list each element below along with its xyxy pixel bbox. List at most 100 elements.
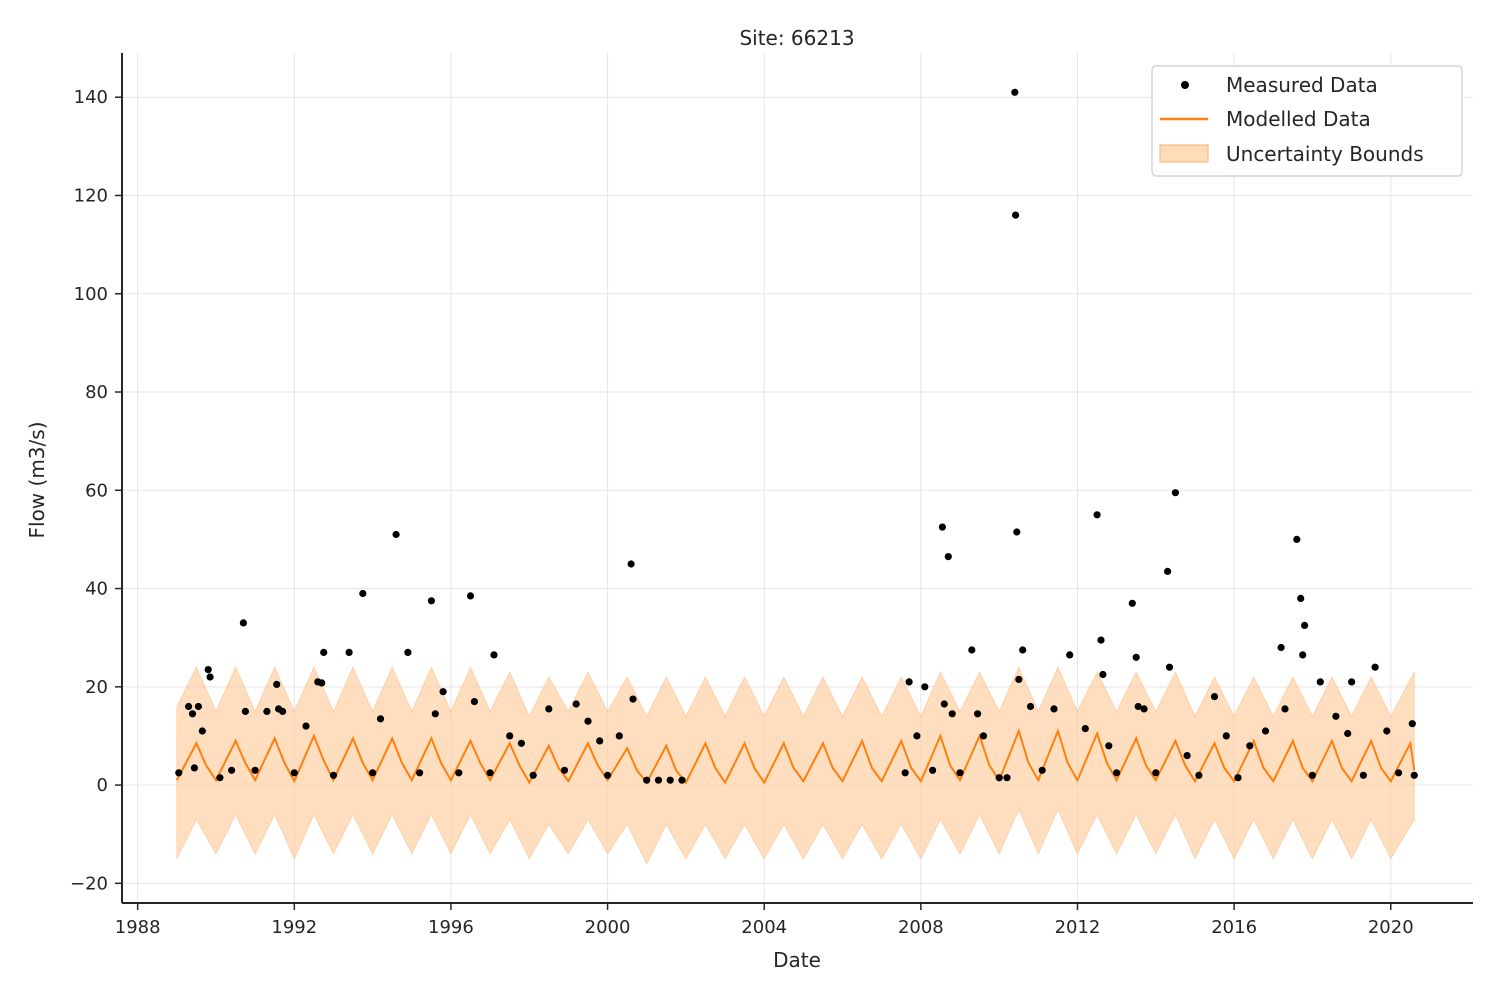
measured-point: [940, 700, 948, 708]
measured-point: [369, 769, 377, 777]
measured-point: [948, 710, 956, 718]
legend-label-uncertainty: Uncertainty Bounds: [1226, 142, 1424, 166]
measured-point: [194, 702, 202, 711]
measured-point: [1410, 771, 1418, 779]
measured-point: [190, 764, 198, 772]
measured-point: [974, 710, 982, 718]
measured-point: [318, 679, 326, 687]
x-tick-label: 2008: [898, 917, 944, 938]
measured-point: [979, 732, 988, 740]
measured-point: [427, 597, 435, 605]
measured-point: [944, 553, 952, 561]
measured-point: [560, 766, 569, 774]
measured-point: [1301, 621, 1309, 630]
measured-point: [439, 688, 447, 696]
chart-title: Site: 66213: [739, 26, 854, 50]
measured-point: [929, 766, 937, 774]
measured-point: [279, 707, 287, 716]
measured-point: [302, 722, 310, 730]
measured-point: [359, 589, 367, 598]
x-tick-label: 2000: [585, 917, 631, 938]
measured-point: [1128, 599, 1136, 607]
legend-marker-measured: [1181, 81, 1189, 89]
measured-point: [1281, 705, 1289, 713]
measured-point: [1383, 727, 1391, 735]
measured-point: [470, 698, 478, 706]
legend: Measured Data Modelled Data Uncertainty …: [1151, 65, 1463, 177]
measured-point: [392, 530, 400, 539]
measured-point: [604, 771, 612, 779]
measured-point: [1134, 702, 1142, 711]
measured-point: [416, 769, 424, 777]
measured-point: [1132, 653, 1140, 661]
measured-point: [913, 732, 921, 740]
measured-point: [1246, 742, 1254, 750]
measured-point: [506, 732, 514, 740]
measured-point: [938, 523, 947, 531]
y-tick-label: 100: [74, 284, 108, 305]
measured-point: [345, 648, 353, 657]
x-tick-label: 1992: [271, 917, 317, 938]
measured-point: [206, 673, 214, 681]
measured-point: [188, 710, 197, 718]
measured-point: [654, 776, 663, 784]
measured-point: [572, 700, 580, 708]
measured-point: [1015, 675, 1023, 684]
measured-point: [1408, 720, 1416, 728]
measured-point: [251, 766, 259, 774]
measured-point: [490, 651, 498, 659]
y-tick-label: 60: [85, 480, 108, 501]
y-tick-label: −20: [70, 873, 108, 894]
measured-point: [1297, 594, 1305, 603]
measured-point: [1165, 663, 1174, 671]
measured-point: [905, 678, 913, 686]
measured-point: [204, 666, 212, 674]
measured-point: [198, 727, 206, 735]
measured-point: [185, 702, 193, 711]
measured-point: [486, 769, 494, 777]
measured-point: [1097, 636, 1105, 644]
legend-box: [1151, 65, 1463, 177]
measured-point: [666, 776, 674, 784]
measured-point: [1113, 769, 1121, 777]
measured-point: [629, 695, 637, 703]
measured-point: [995, 774, 1003, 782]
measured-point: [320, 648, 328, 657]
legend-swatch-uncertainty: [1159, 144, 1209, 163]
measured-point: [329, 771, 338, 779]
measured-point: [1316, 678, 1324, 686]
measured-point: [239, 619, 247, 627]
measured-point: [968, 646, 976, 654]
measured-point: [1277, 643, 1285, 652]
measured-point: [1371, 663, 1379, 671]
y-axis-ticks: −20 0 20 40 60 80 100 120 140: [70, 87, 122, 894]
modelled-data-line: [175, 727, 1416, 785]
measured-point: [1359, 771, 1367, 779]
measured-point: [273, 680, 281, 689]
measured-point: [517, 739, 526, 747]
measured-point: [1395, 769, 1403, 777]
measured-point: [678, 776, 686, 784]
measured-point: [1210, 693, 1219, 701]
measured-point: [1081, 725, 1089, 733]
x-gridlines: [137, 53, 1392, 903]
measured-point: [431, 710, 439, 718]
measured-point: [1066, 651, 1074, 659]
measured-point: [1105, 742, 1113, 750]
x-tick-label: 1988: [115, 917, 161, 938]
measured-point: [1293, 535, 1301, 544]
measured-point: [1019, 646, 1027, 654]
measured-point: [404, 648, 412, 657]
measured-point: [175, 769, 183, 777]
legend-label-modelled: Modelled Data: [1226, 107, 1371, 131]
measured-point: [529, 771, 537, 779]
x-axis-title: Date: [773, 948, 821, 972]
measured-point: [1348, 678, 1356, 686]
x-tick-label: 2016: [1211, 917, 1257, 938]
measured-point: [1050, 705, 1058, 713]
uncertainty-band: [176, 666, 1415, 865]
measured-point: [1026, 702, 1035, 711]
measured-point: [1099, 670, 1107, 679]
measured-point: [1195, 771, 1203, 779]
x-tick-label: 2012: [1055, 917, 1101, 938]
